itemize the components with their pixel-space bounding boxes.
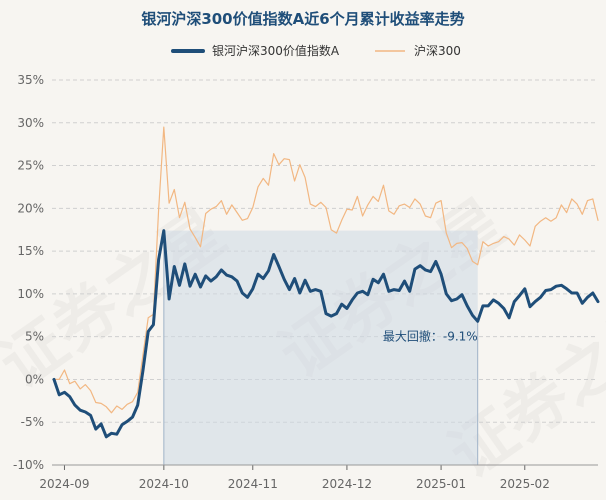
x-tick-label: 2024-12 [322, 477, 372, 491]
chart-title: 银河沪深300价值指数A近6个月累计收益率走势 [141, 10, 464, 28]
y-tick-label: 0% [25, 372, 44, 386]
y-axis: -10% -5% 0% 5% 10% 15% 20% 25% 30% 35% [13, 73, 44, 472]
x-tick-label: 2024-09 [39, 477, 89, 491]
series-layer [52, 126, 600, 439]
series-line-index [53, 126, 599, 414]
y-tick-label: 25% [17, 159, 44, 173]
series-line-fund [52, 229, 600, 439]
x-tick-label: 2025-01 [416, 477, 466, 491]
x-axis: 2024-09 2024-10 2024-11 2024-12 2025-01 2025-… [39, 464, 598, 491]
y-tick-label: 15% [17, 244, 44, 258]
x-tick-label: 2025-02 [500, 477, 550, 491]
x-tick-label: 2024-11 [228, 477, 278, 491]
max-drawdown-label: 最大回撤：-9.1% [383, 328, 478, 343]
y-tick-label: 5% [25, 330, 44, 344]
y-tick-label: -10% [13, 458, 44, 472]
y-tick-label: 20% [17, 201, 44, 215]
legend-label-index: 沪深300 [414, 44, 461, 58]
legend: 银河沪深300价值指数A 沪深300 [171, 43, 461, 58]
y-tick-label: 10% [17, 287, 44, 301]
y-tick-label: -5% [21, 415, 44, 429]
drawdown-area [163, 230, 478, 465]
drawdown-layer [163, 230, 479, 465]
x-tick-label: 2024-10 [139, 477, 189, 491]
legend-label-fund: 银河沪深300价值指数A [212, 43, 340, 58]
y-tick-label: 35% [17, 73, 44, 87]
y-tick-label: 30% [17, 116, 44, 130]
